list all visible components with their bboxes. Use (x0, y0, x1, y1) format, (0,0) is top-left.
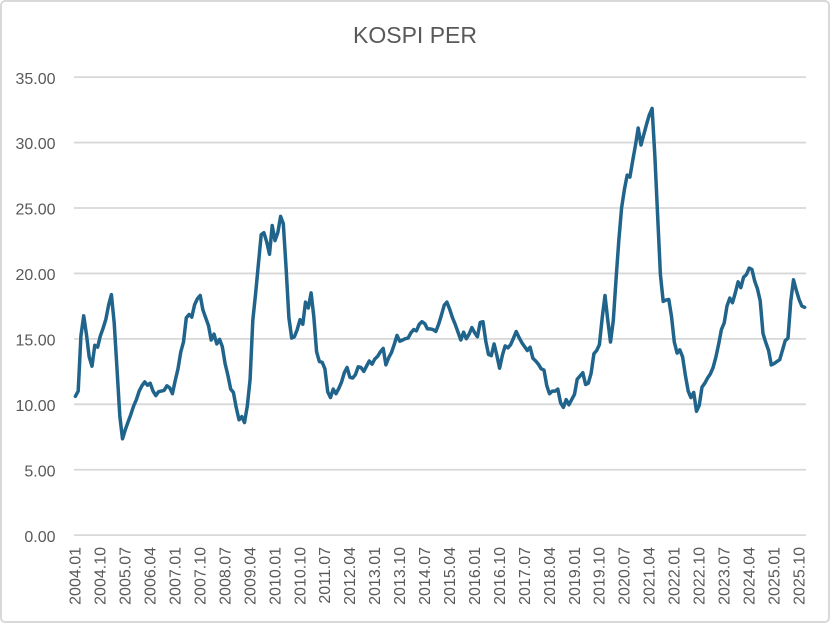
svg-text:2004.10: 2004.10 (93, 547, 110, 605)
svg-text:2010.10: 2010.10 (292, 547, 309, 605)
svg-text:2016.10: 2016.10 (492, 547, 509, 605)
svg-text:2007.01: 2007.01 (168, 547, 185, 605)
svg-text:2025.10: 2025.10 (791, 547, 808, 605)
svg-text:2021.04: 2021.04 (642, 547, 659, 605)
svg-text:2015.04: 2015.04 (442, 547, 459, 605)
svg-text:2008.07: 2008.07 (217, 547, 234, 605)
svg-text:2014.07: 2014.07 (417, 547, 434, 605)
svg-text:0.00: 0.00 (24, 529, 55, 546)
svg-text:2005.07: 2005.07 (118, 547, 135, 605)
svg-text:2006.04: 2006.04 (143, 547, 160, 605)
svg-text:2022.10: 2022.10 (692, 547, 709, 605)
svg-text:2017.07: 2017.07 (517, 547, 534, 605)
svg-text:2010.01: 2010.01 (267, 547, 284, 605)
svg-text:2013.10: 2013.10 (392, 547, 409, 605)
svg-text:2019.10: 2019.10 (592, 547, 609, 605)
svg-text:30.00: 30.00 (15, 136, 55, 153)
svg-text:2018.04: 2018.04 (542, 547, 559, 605)
svg-text:2013.01: 2013.01 (367, 547, 384, 605)
svg-text:15.00: 15.00 (15, 333, 55, 350)
svg-text:5.00: 5.00 (24, 463, 55, 480)
svg-text:10.00: 10.00 (15, 398, 55, 415)
svg-text:2016.01: 2016.01 (467, 547, 484, 605)
svg-text:KOSPI PER: KOSPI PER (353, 22, 477, 48)
svg-text:20.00: 20.00 (15, 267, 55, 284)
svg-text:2023.07: 2023.07 (717, 547, 734, 605)
svg-text:2024.04: 2024.04 (742, 547, 759, 605)
svg-text:2004.01: 2004.01 (68, 547, 85, 605)
svg-text:35.00: 35.00 (15, 71, 55, 88)
svg-text:25.00: 25.00 (15, 202, 55, 219)
svg-text:2011.07: 2011.07 (317, 547, 334, 604)
svg-text:2019.01: 2019.01 (567, 547, 584, 605)
svg-text:2020.07: 2020.07 (617, 547, 634, 605)
svg-text:2022.01: 2022.01 (667, 547, 684, 605)
svg-text:2012.04: 2012.04 (342, 547, 359, 605)
svg-text:2025.01: 2025.01 (766, 547, 783, 605)
svg-text:2009.04: 2009.04 (242, 547, 259, 605)
svg-text:2007.10: 2007.10 (193, 547, 210, 605)
